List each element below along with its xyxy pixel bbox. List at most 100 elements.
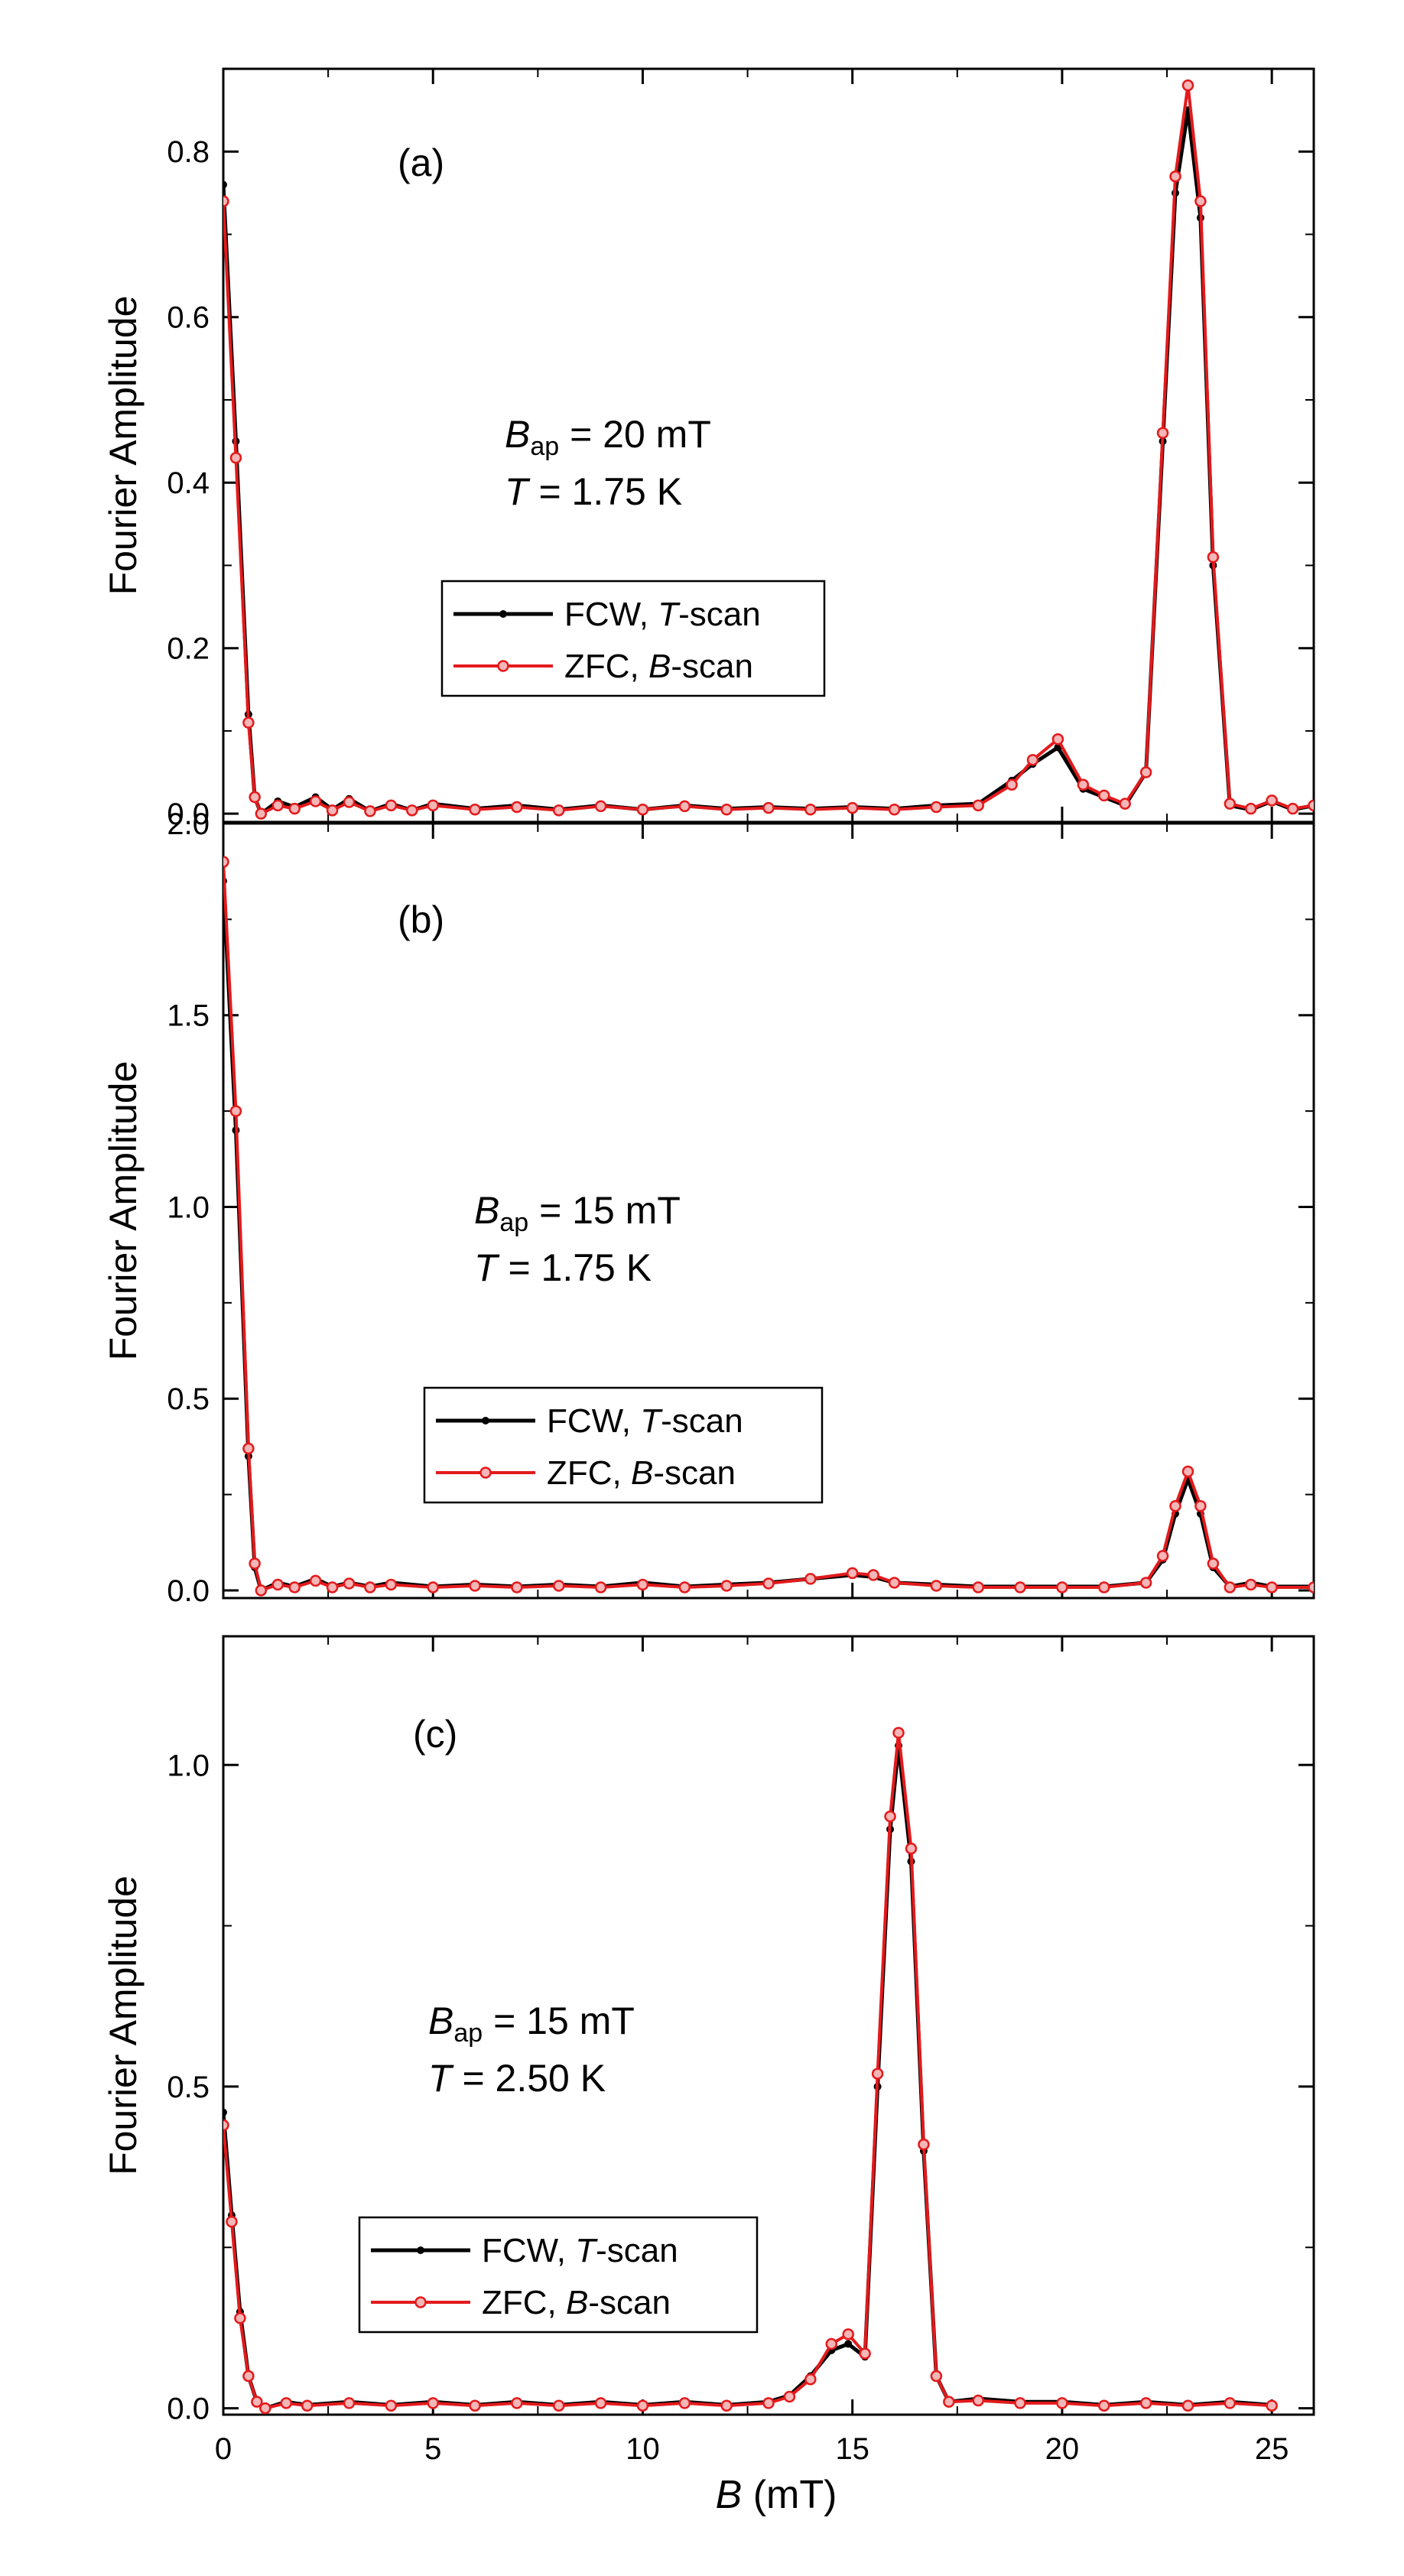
legend-box — [440, 580, 826, 697]
data-point-zfc — [678, 2397, 691, 2409]
data-point-zfc — [918, 2138, 930, 2151]
data-point-zfc — [1014, 1581, 1026, 1593]
data-point-zfc — [1156, 427, 1169, 440]
data-point-zfc — [385, 1578, 398, 1591]
data-point-zfc — [255, 807, 268, 820]
data-point-zfc — [783, 2390, 796, 2403]
data-point-zfc — [223, 2119, 229, 2132]
data-point-zfc — [1286, 802, 1299, 815]
data-point-zfc — [1169, 170, 1181, 183]
data-point-zfc — [1051, 733, 1064, 746]
plot-frame — [222, 822, 1315, 1600]
data-point-zfc — [1139, 2397, 1152, 2409]
data-point-zfc — [280, 2397, 293, 2409]
data-point-zfc — [1266, 1581, 1278, 1593]
annotation-field: Bap = 15 mT — [428, 1999, 635, 2048]
annotation-temperature: T = 1.75 K — [505, 470, 682, 513]
data-point-zfc — [762, 1577, 775, 1590]
data-point-zfc — [636, 1578, 649, 1591]
data-point-zfc — [1098, 1581, 1110, 1593]
x-tick-label: 25 — [1255, 2432, 1289, 2466]
data-point-zfc — [594, 800, 607, 813]
legend-label: ZFC, B-scan — [564, 648, 753, 685]
y-tick-label: 0.4 — [167, 466, 210, 500]
legend-swatch-marker — [414, 2296, 427, 2308]
data-point-zfc — [846, 801, 859, 814]
data-point-zfc — [1224, 2397, 1237, 2409]
data-point-zfc — [288, 1581, 301, 1593]
data-point-zfc — [1194, 1499, 1207, 1512]
data-point-zfc — [309, 795, 322, 807]
series-line-zfc — [223, 861, 1314, 1592]
data-point-zfc — [1181, 2399, 1194, 2412]
data-point-zfc — [1181, 1465, 1194, 1478]
legend: FCW, T-scan ZFC, B-scan — [440, 580, 826, 697]
legend-box — [358, 2216, 759, 2334]
legend: FCW, T-scan ZFC, B-scan — [423, 1386, 824, 1504]
data-point-zfc — [762, 801, 775, 814]
data-point-zfc — [385, 799, 398, 812]
legend-swatch-marker — [482, 1417, 489, 1424]
data-point-fcw — [223, 2108, 227, 2116]
legend-label: FCW, T-scan — [547, 1402, 743, 1440]
x-tick-label: 15 — [835, 2432, 869, 2466]
data-point-zfc — [343, 796, 356, 808]
data-point-zfc — [930, 801, 943, 814]
data-point-zfc — [385, 2399, 398, 2412]
data-point-zfc — [229, 1105, 242, 1117]
y-axis-title: Fourier Amplitude — [102, 1061, 145, 1361]
data-point-zfc — [364, 805, 376, 817]
data-point-zfc — [859, 2347, 871, 2360]
legend-swatch-marker — [499, 610, 507, 618]
data-point-zfc — [871, 2068, 884, 2080]
legend-box — [423, 1386, 824, 1504]
data-point-zfc — [1156, 1550, 1169, 1562]
data-point-zfc — [804, 1573, 817, 1585]
panel-1: 0.0 0.2 0.4 0.6 0.8 Fourier Amplitude (a) Bap =… — [102, 67, 1315, 831]
data-point-zfc — [1181, 79, 1194, 92]
plot-frame — [222, 1635, 1315, 2416]
data-point-zfc — [251, 2396, 263, 2408]
series-group — [223, 856, 1314, 1597]
panel-label: (a) — [398, 141, 444, 184]
legend-label: ZFC, B-scan — [547, 1454, 736, 1492]
data-point-zfc — [825, 2337, 838, 2350]
data-point-zfc — [469, 2399, 481, 2412]
annotation-temperature: T = 2.50 K — [428, 2057, 606, 2100]
data-point-zfc — [1308, 799, 1314, 812]
y-tick-label: 2.0 — [167, 807, 210, 841]
data-point-zfc — [1266, 794, 1278, 807]
series-line-zfc — [223, 83, 1314, 816]
data-point-zfc — [309, 1574, 322, 1587]
legend-swatch-marker — [417, 2246, 424, 2254]
data-point-zfc — [804, 2373, 817, 2386]
data-point-zfc — [842, 2328, 854, 2340]
data-point-zfc — [427, 799, 439, 812]
data-point-zfc — [242, 2370, 255, 2383]
data-point-zfc — [1119, 797, 1131, 810]
y-tick-label: 0.8 — [167, 135, 210, 169]
data-point-zfc — [972, 1581, 984, 1593]
data-point-zfc — [1194, 195, 1207, 207]
data-point-zfc — [427, 2397, 439, 2409]
data-point-zfc — [1244, 1578, 1257, 1591]
data-point-zfc — [1139, 766, 1152, 778]
data-point-zfc — [1169, 1499, 1181, 1512]
data-point-zfc — [1098, 789, 1110, 802]
series-group — [223, 1727, 1278, 2415]
annotation-field: Bap = 15 mT — [474, 1189, 681, 1237]
svg-text:B (mT): B (mT) — [716, 2473, 837, 2517]
data-point-zfc — [288, 802, 301, 815]
data-point-zfc — [867, 1569, 879, 1581]
panel-3: 0 5 10 15 20 25 0.0 0.5 1.0 Fourier Amplitude (c) B… — [102, 1635, 1315, 2466]
data-point-zfc — [636, 2399, 649, 2412]
data-point-zfc — [259, 2402, 271, 2415]
legend-label: FCW, T-scan — [564, 596, 761, 633]
data-point-zfc — [1266, 2399, 1278, 2412]
data-point-fcw — [223, 180, 227, 189]
annotation-field: Bap = 20 mT — [505, 413, 711, 461]
x-tick-label: 10 — [626, 2432, 660, 2466]
data-point-zfc — [511, 801, 523, 814]
data-point-zfc — [343, 2397, 356, 2409]
data-point-zfc — [511, 1581, 523, 1593]
